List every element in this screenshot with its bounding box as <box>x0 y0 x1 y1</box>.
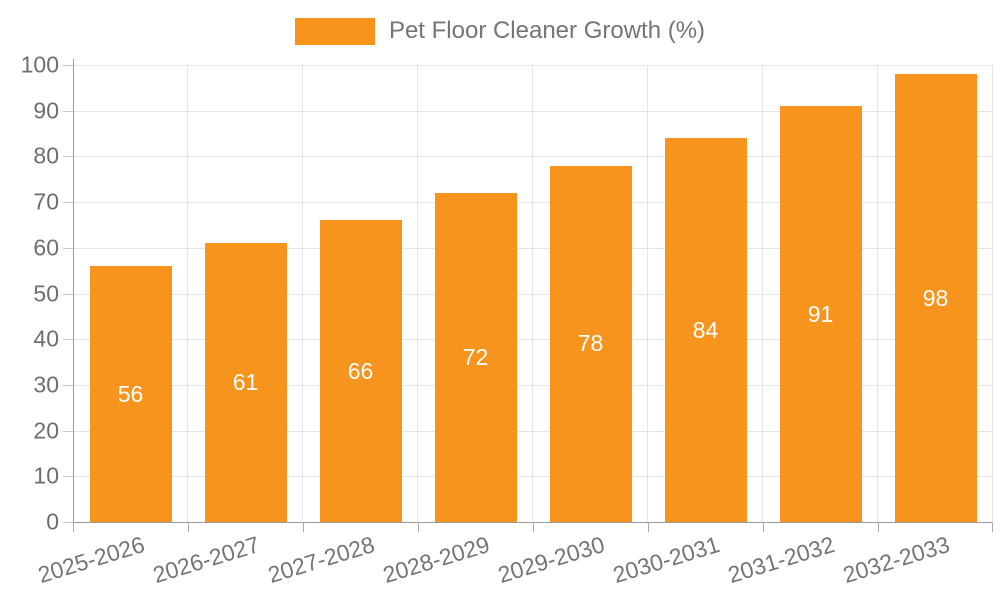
x-axis-tick-label: 2028-2029 <box>379 531 493 589</box>
h-gridline <box>73 384 993 386</box>
y-axis-tick <box>63 339 73 341</box>
x-axis-tick-label: 2031-2032 <box>724 531 838 589</box>
x-axis-tick-label: 2030-2031 <box>609 531 723 589</box>
bar[interactable]: 66 <box>319 220 402 522</box>
y-axis-tick-label: 10 <box>33 462 59 489</box>
x-axis-tick <box>418 522 419 532</box>
h-gridline <box>73 430 993 432</box>
x-axis-tick <box>648 522 649 532</box>
v-gridline <box>647 65 648 522</box>
x-axis-tick <box>763 522 764 532</box>
y-axis-tick <box>63 293 73 295</box>
v-gridline <box>417 65 418 522</box>
y-axis-tick <box>63 522 73 523</box>
bar[interactable]: 56 <box>89 266 172 522</box>
y-axis-tick <box>63 430 73 432</box>
v-gridline <box>187 65 188 522</box>
bar-value-label: 61 <box>232 369 259 396</box>
y-axis-tick <box>63 476 73 478</box>
h-gridline <box>73 202 993 204</box>
h-gridline <box>73 247 993 249</box>
x-axis-tick <box>992 522 993 532</box>
plot-area: 56 61 66 72 78 84 91 98 0 10 20 30 40 50 60 70 80 90 100 20… <box>21 52 993 588</box>
bar[interactable]: 72 <box>434 192 517 522</box>
v-gridline <box>762 65 763 522</box>
bar[interactable]: 84 <box>664 138 747 522</box>
x-axis-tick-label: 2032-2033 <box>839 531 953 589</box>
bar[interactable]: 98 <box>894 74 977 522</box>
bar-value-label: 66 <box>347 357 374 384</box>
x-axis-tick <box>878 522 879 532</box>
bar[interactable]: 78 <box>549 165 632 522</box>
v-gridline <box>302 65 303 522</box>
x-axis-tick-label: 2027-2028 <box>264 531 378 589</box>
y-axis-tick-label: 90 <box>33 97 59 124</box>
h-gridline <box>73 293 993 295</box>
x-axis-tick <box>303 522 304 532</box>
y-axis-tick-label: 80 <box>33 142 59 169</box>
y-axis-tick-label: 30 <box>33 371 59 398</box>
h-gridline <box>73 476 993 478</box>
y-axis-tick-label: 60 <box>33 234 59 261</box>
y-axis-tick-label: 40 <box>33 325 59 352</box>
x-axis-tick-label: 2026-2027 <box>149 531 263 589</box>
bar-value-label: 72 <box>462 343 489 370</box>
x-axis-tick <box>73 522 74 532</box>
y-axis-tick <box>63 156 73 158</box>
y-axis-tick <box>63 247 73 249</box>
legend-swatch <box>294 17 375 45</box>
bar-value-label: 91 <box>807 300 834 327</box>
bar-value-label: 56 <box>117 380 144 407</box>
y-axis-tick-label: 100 <box>20 51 59 78</box>
h-gridline <box>73 65 993 66</box>
y-axis-line <box>73 59 74 532</box>
x-axis-tick-label: 2029-2030 <box>494 531 608 589</box>
h-gridline <box>73 339 993 341</box>
y-axis-tick-label: 70 <box>33 188 59 215</box>
h-gridline <box>73 156 993 158</box>
v-gridline <box>532 65 533 522</box>
y-axis-tick <box>63 110 73 112</box>
legend-label: Pet Floor Cleaner Growth (%) <box>388 17 706 44</box>
y-axis-tick-label: 20 <box>33 417 59 444</box>
v-gridline <box>877 65 878 522</box>
y-axis-tick-label: 50 <box>33 280 59 306</box>
bar[interactable]: 91 <box>779 106 862 522</box>
h-gridline <box>73 110 993 112</box>
bar-value-label: 84 <box>692 316 719 343</box>
bar-value-label: 78 <box>577 330 604 357</box>
bar[interactable]: 61 <box>204 243 287 522</box>
y-axis-tick <box>63 202 73 204</box>
y-axis-tick-label: 0 <box>46 508 59 535</box>
legend[interactable]: Pet Floor Cleaner Growth (%) <box>0 15 1000 47</box>
y-axis-tick <box>63 65 73 66</box>
x-axis-tick-label: 2025-2026 <box>34 531 148 589</box>
bar-value-label: 98 <box>922 284 949 311</box>
x-axis-tick <box>533 522 534 532</box>
v-gridline <box>992 65 993 522</box>
x-axis-tick <box>188 522 189 532</box>
y-axis-tick <box>63 384 73 386</box>
